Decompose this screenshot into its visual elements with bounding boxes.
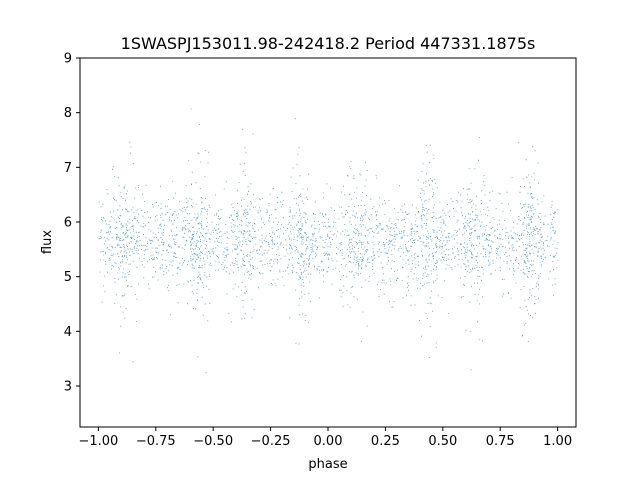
x-axis: −1.00 −0.75 −0.50 −0.25 0.00 0.25 0.50 0.75 1.00 (78, 427, 572, 449)
x-tick-label: 0.00 (314, 434, 343, 449)
x-axis-label: phase (308, 457, 347, 472)
y-tick-label: 8 (64, 106, 72, 121)
y-tick-label: 4 (64, 325, 72, 340)
y-tick-label: 7 (64, 161, 72, 176)
x-tick-label: 1.00 (543, 434, 572, 449)
chart-title: 1SWASPJ153011.98-242418.2 Period 447331.… (121, 34, 536, 53)
x-tick-label: −0.25 (251, 434, 291, 449)
x-tick-label: −0.75 (136, 434, 176, 449)
y-tick-label: 3 (64, 380, 72, 395)
y-axis-label: flux (40, 230, 55, 254)
x-tick-label: −1.00 (78, 434, 118, 449)
x-tick-label: 0.75 (486, 434, 515, 449)
y-axis: 3 4 5 6 7 8 9 (64, 52, 80, 395)
x-tick-label: 0.50 (428, 434, 457, 449)
y-tick-label: 5 (64, 270, 72, 285)
x-tick-label: −0.50 (193, 434, 233, 449)
y-tick-label: 9 (64, 52, 72, 67)
y-tick-label: 6 (64, 216, 72, 231)
x-tick-label: 0.25 (371, 434, 400, 449)
